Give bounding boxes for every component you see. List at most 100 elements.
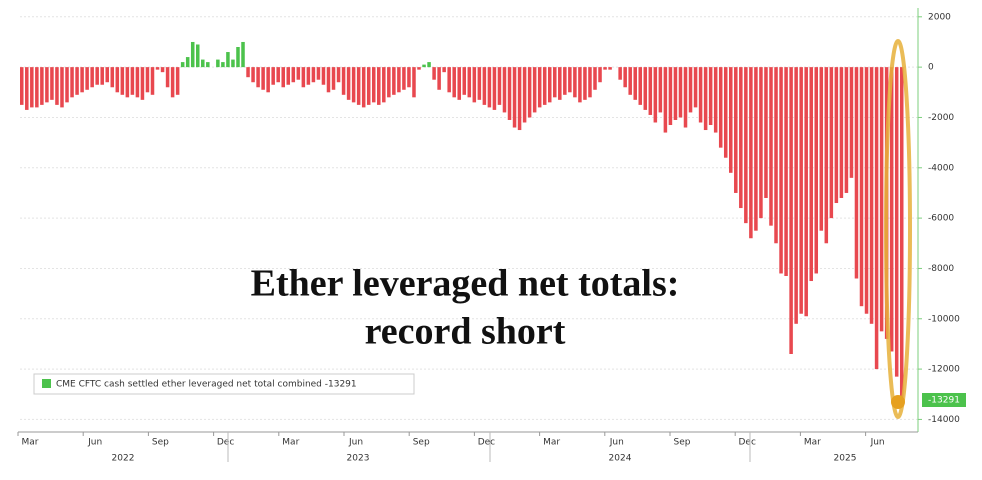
bar — [276, 67, 280, 83]
bar — [35, 67, 39, 108]
bar — [814, 67, 819, 274]
bar — [718, 67, 723, 148]
bar — [618, 67, 622, 80]
bar — [100, 67, 104, 85]
bar — [30, 67, 34, 108]
bar — [361, 67, 366, 108]
bar — [175, 67, 180, 95]
x-tick-label: Sep — [674, 438, 691, 448]
x-tick-label: Dec — [478, 438, 495, 448]
bar — [809, 67, 813, 282]
bar — [472, 67, 477, 103]
bar — [849, 67, 854, 178]
bar — [281, 67, 285, 88]
bar — [241, 41, 245, 68]
bar — [140, 67, 145, 100]
bar — [180, 62, 185, 68]
bar — [603, 67, 607, 70]
bar — [452, 67, 456, 98]
bar — [246, 67, 250, 78]
bar — [442, 67, 446, 73]
bar — [879, 67, 884, 332]
bar — [593, 67, 597, 90]
bar — [512, 67, 517, 128]
title-line: Ether leveraged net totals: — [251, 263, 680, 305]
bar — [633, 67, 637, 100]
bar — [643, 67, 648, 110]
legend-swatch — [42, 379, 51, 388]
bar — [392, 67, 396, 95]
legend-label: CME CFTC cash settled ether leveraged ne… — [56, 380, 357, 390]
x-tick-label: Jun — [87, 438, 102, 448]
bar — [578, 67, 582, 103]
bar — [789, 67, 793, 354]
bar — [336, 67, 341, 83]
bar — [125, 67, 130, 98]
bar — [387, 67, 391, 98]
bar — [55, 67, 59, 105]
bar — [195, 44, 200, 68]
bar — [658, 67, 663, 113]
bar — [497, 67, 502, 105]
bar — [653, 67, 658, 123]
bar — [371, 67, 376, 103]
y-tick-label: -10000 — [928, 314, 960, 324]
bar — [221, 62, 225, 68]
bar — [271, 67, 275, 85]
bar — [668, 67, 673, 126]
title-line: record short — [365, 311, 566, 353]
bar — [568, 67, 572, 93]
bar — [216, 59, 220, 68]
bar — [261, 67, 265, 90]
bar — [316, 67, 321, 80]
bar — [366, 67, 371, 105]
bar — [155, 67, 160, 70]
bar — [774, 67, 778, 244]
bar — [638, 67, 643, 105]
bar — [693, 67, 698, 108]
bar — [447, 67, 451, 93]
bar — [723, 67, 728, 158]
bar — [713, 67, 718, 133]
bar — [417, 67, 421, 70]
bar — [467, 67, 472, 98]
bar — [291, 67, 296, 83]
bar — [899, 67, 904, 402]
bar — [286, 67, 291, 85]
bar — [422, 64, 426, 68]
bar — [854, 67, 859, 279]
bar — [321, 67, 326, 85]
bar — [70, 67, 74, 98]
bar — [251, 67, 255, 83]
x-tick-label: Jun — [870, 438, 885, 448]
bar — [729, 67, 733, 173]
bar — [160, 67, 165, 73]
bar — [779, 67, 783, 274]
bar — [356, 67, 361, 105]
bar — [517, 67, 522, 131]
bar — [628, 67, 632, 95]
bar — [698, 67, 703, 123]
x-tick-label: Mar — [804, 438, 821, 448]
legend-box — [33, 373, 415, 395]
bar — [673, 67, 678, 120]
bar — [784, 67, 788, 276]
y-tick-label: -6000 — [928, 214, 954, 224]
y-tick-label: -2000 — [928, 113, 954, 123]
bar — [377, 67, 381, 105]
bar — [608, 67, 612, 70]
bar — [397, 67, 401, 93]
y-tick-label: -4000 — [928, 163, 954, 173]
x-tick-label: Mar — [282, 438, 299, 448]
bar — [150, 67, 155, 95]
bar — [226, 52, 230, 68]
bar — [492, 67, 497, 110]
bar — [306, 67, 311, 85]
bar — [734, 67, 738, 193]
bar — [553, 67, 557, 98]
bars — [20, 41, 904, 402]
bar — [708, 67, 713, 126]
bar — [110, 67, 115, 88]
y-tick-label: 0 — [928, 63, 934, 73]
last-value-label: -13291 — [928, 396, 960, 406]
